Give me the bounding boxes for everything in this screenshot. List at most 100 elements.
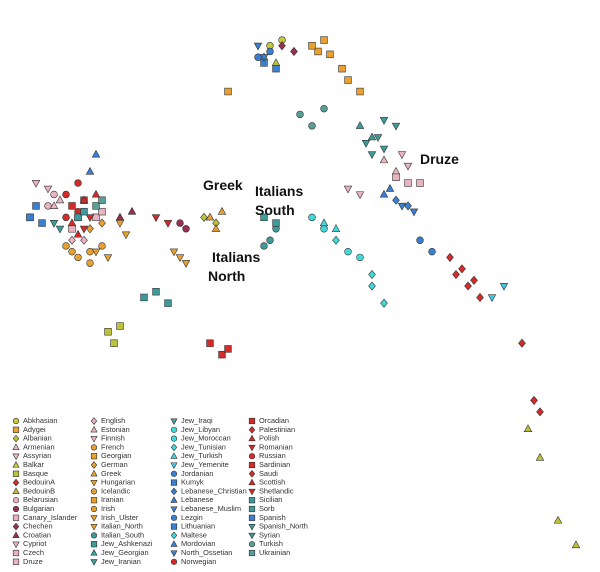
legend-marker <box>12 505 20 513</box>
legend-label: Italian_North <box>101 522 143 531</box>
data-point <box>68 235 76 245</box>
data-point <box>80 207 88 216</box>
legend-marker <box>12 497 20 504</box>
data-point <box>74 253 82 262</box>
legend-marker <box>90 515 98 522</box>
data-point <box>176 219 184 227</box>
data-point <box>553 515 563 524</box>
data-point <box>200 212 208 222</box>
legend-label: Scottish <box>259 478 285 487</box>
legend-marker <box>248 461 256 469</box>
legend-marker <box>170 540 178 547</box>
data-point <box>320 36 328 44</box>
data-point <box>211 224 221 232</box>
legend-marker <box>248 478 256 486</box>
legend-label: Spanish_North <box>259 522 308 531</box>
data-point <box>98 242 106 250</box>
legend-label: Estonian <box>101 425 130 434</box>
data-point <box>326 50 334 59</box>
data-point <box>115 220 125 228</box>
legend-label: Polish <box>259 434 279 443</box>
legend-marker <box>170 496 178 503</box>
legend-marker <box>90 541 98 548</box>
data-point <box>91 189 101 198</box>
legend-marker <box>170 435 178 442</box>
legend-marker <box>12 470 20 477</box>
legend-marker <box>248 469 256 478</box>
data-point <box>379 155 389 164</box>
data-point <box>379 117 389 125</box>
legend-label: BedouinA <box>23 478 55 487</box>
data-point <box>368 281 376 291</box>
legend-marker <box>90 488 98 495</box>
legend-marker <box>12 522 20 531</box>
legend-marker <box>12 426 20 433</box>
data-point <box>344 76 352 84</box>
legend-marker <box>90 559 98 566</box>
legend-marker <box>90 480 98 487</box>
legend: AbkhasianAdygeiAlbanianArmenianAssyrianB… <box>12 416 308 566</box>
data-point <box>397 202 407 211</box>
legend-marker <box>248 497 256 504</box>
data-point <box>205 212 215 221</box>
legend-label: Lebanese_Christian <box>181 486 247 495</box>
data-point <box>74 179 82 187</box>
legend-marker <box>170 531 178 540</box>
annotation: Italians <box>212 249 260 265</box>
legend-label: Mordovian <box>181 539 216 548</box>
legend-label: Sorb <box>259 504 275 513</box>
data-point <box>224 87 232 96</box>
data-point <box>49 220 59 228</box>
data-point <box>55 225 65 234</box>
data-point <box>344 247 352 256</box>
data-point <box>116 322 124 330</box>
data-point <box>92 202 100 210</box>
legend-label: French <box>101 442 124 451</box>
legend-marker <box>248 514 256 521</box>
legend-marker <box>12 549 20 557</box>
data-point <box>356 87 364 96</box>
data-point <box>391 122 401 131</box>
data-point <box>308 213 316 222</box>
annotation: Italians <box>255 183 303 199</box>
data-point <box>308 122 316 130</box>
data-point <box>98 207 106 216</box>
data-point <box>164 299 172 307</box>
legend-label: Maltese <box>181 530 207 539</box>
legend-label: Lithuanian <box>181 522 215 531</box>
legend-label: Iranian <box>101 495 124 504</box>
data-point <box>355 121 365 129</box>
annotation: Greek <box>203 177 243 193</box>
legend-marker <box>12 434 20 443</box>
legend-marker <box>248 417 256 425</box>
legend-marker <box>170 523 178 530</box>
legend-label: Balkar <box>23 460 44 469</box>
data-point <box>332 235 340 245</box>
legend-marker <box>90 436 98 443</box>
legend-marker <box>170 487 178 496</box>
legend-label: Jew_Ashkenazi <box>101 539 153 548</box>
legend-label: Russian <box>259 451 286 460</box>
data-point <box>224 345 232 353</box>
legend-marker <box>170 506 178 513</box>
legend-label: North_Ossetian <box>181 548 232 557</box>
annotation: Druze <box>420 151 459 167</box>
data-point <box>38 219 46 227</box>
data-point <box>373 134 383 142</box>
legend-marker <box>90 453 98 460</box>
legend-marker <box>90 524 98 531</box>
legend-label: Hungarian <box>101 478 135 487</box>
data-point <box>535 452 545 461</box>
data-point <box>55 195 65 204</box>
legend-marker <box>248 453 256 460</box>
legend-label: Druze <box>23 557 43 566</box>
data-point <box>43 185 53 194</box>
data-point <box>68 202 76 210</box>
data-point <box>67 218 77 227</box>
data-point <box>169 248 179 257</box>
legend-label: Syrian <box>259 530 280 539</box>
legend-label: Kumyk <box>181 478 204 487</box>
data-point <box>403 162 413 171</box>
legend-marker <box>90 461 98 469</box>
